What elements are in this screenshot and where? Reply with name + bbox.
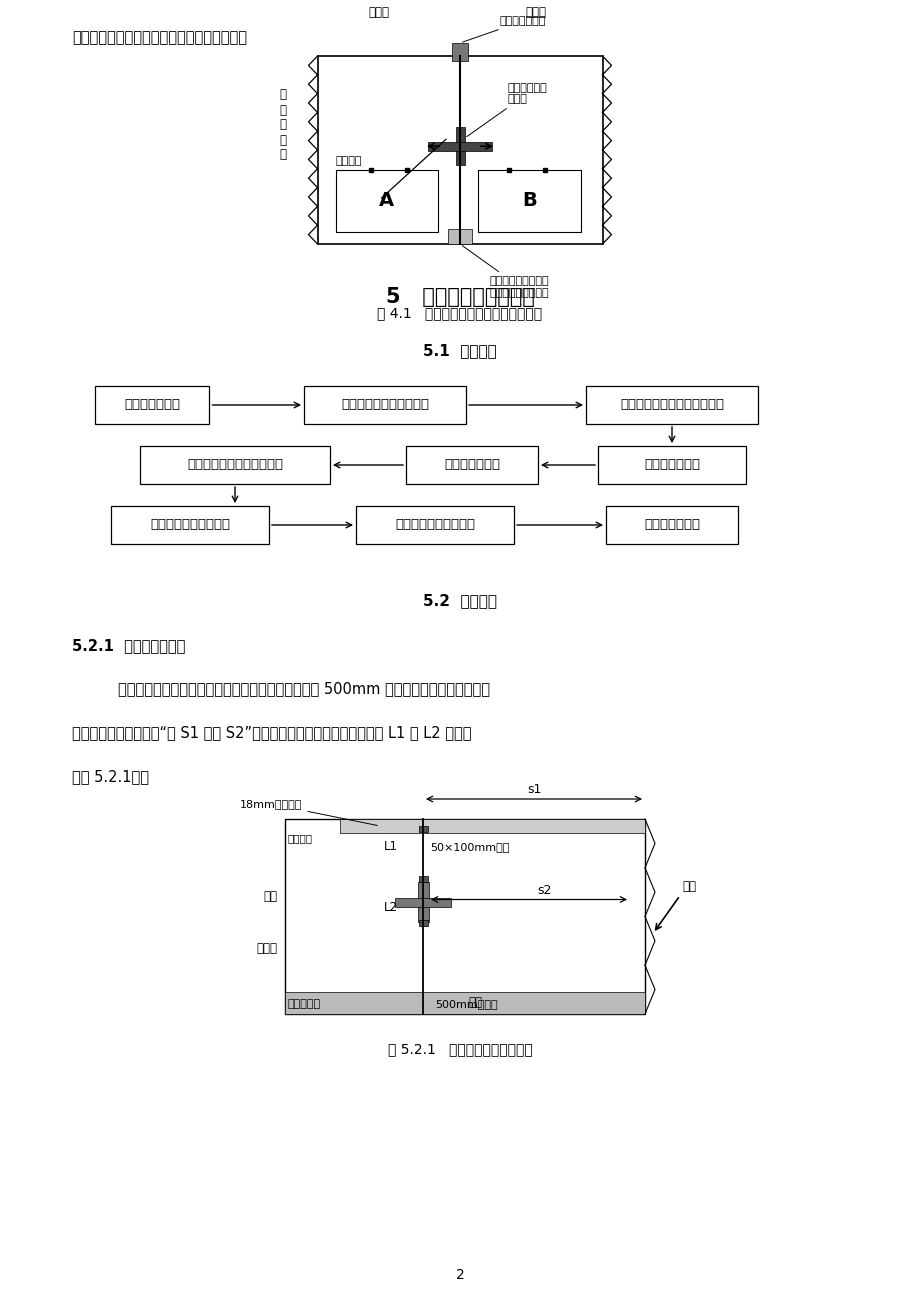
Text: 鈢边氯丁橡胶止水带安装连接: 鈢边氯丁橡胶止水带安装连接 <box>619 398 723 411</box>
Text: 图 5.2.1   底板变形缝控制大样图: 图 5.2.1 底板变形缝控制大样图 <box>387 1042 532 1056</box>
Text: 先施工: 先施工 <box>368 7 389 20</box>
Text: s2: s2 <box>536 884 550 897</box>
Bar <box>285 819 644 1014</box>
Text: 拆除变形缝模板: 拆除变形缝模板 <box>444 458 499 471</box>
Bar <box>606 506 737 544</box>
Text: 2: 2 <box>455 1268 464 1282</box>
Text: 定位鈢筋: 定位鈢筋 <box>287 833 312 842</box>
Text: 聚苯乙烯硬质泡沫板
结构变形缝或引发缝: 聚苯乙烯硬质泡沫板 结构变形缝或引发缝 <box>461 246 549 298</box>
Text: 50×100mm方木: 50×100mm方木 <box>429 842 509 852</box>
Bar <box>451 43 468 61</box>
Text: 双组聚硫密封膏: 双组聚硫密封膏 <box>462 16 546 42</box>
Text: 垫层: 垫层 <box>468 996 482 1009</box>
Text: 变形缝修缝及封膏嵌缝: 变形缝修缝及封膏嵌缝 <box>394 518 474 531</box>
Text: 线锤: 线锤 <box>681 880 696 893</box>
Bar <box>317 56 602 243</box>
Text: A: A <box>379 191 394 211</box>
Text: 5.2.1  设计缝定位弹线: 5.2.1 设计缝定位弹线 <box>72 638 185 654</box>
Bar <box>478 171 580 232</box>
Bar <box>140 447 330 484</box>
Text: 变形缝施工结束: 变形缝施工结束 <box>643 518 699 531</box>
Text: （图 5.2.1）。: （图 5.2.1）。 <box>72 769 149 784</box>
Text: 5.1  工艺流程: 5.1 工艺流程 <box>423 342 496 358</box>
Text: 固定用鈢筋: 固定用鈢筋 <box>287 999 320 1009</box>
Text: 强抗变形能力，从而提高变形后的防水能力。: 强抗变形能力，从而提高变形后的防水能力。 <box>72 30 246 46</box>
Bar <box>111 506 268 544</box>
Text: 18mm厚胶合板: 18mm厚胶合板 <box>240 799 377 825</box>
Bar <box>418 876 427 881</box>
Bar <box>427 142 492 151</box>
Text: 设计缝定位弹线: 设计缝定位弹线 <box>124 398 180 411</box>
Bar <box>455 128 464 165</box>
Text: 止水带: 止水带 <box>255 943 277 956</box>
Text: s1: s1 <box>527 783 540 796</box>
Bar <box>418 921 427 926</box>
Bar <box>340 819 644 833</box>
Bar <box>417 881 428 922</box>
Bar <box>448 229 471 243</box>
Text: 500mm控制线: 500mm控制线 <box>435 999 497 1009</box>
Text: 先在底板垫层上弹出每条变形缝中心线位置，并外移 500mm 作为施工控制线。施工中采: 先在底板垫层上弹出每条变形缝中心线位置，并外移 500mm 作为施工控制线。施工… <box>118 681 490 697</box>
Text: 粘贴变形缝聚苯乙烯泡沫板: 粘贴变形缝聚苯乙烯泡沫板 <box>187 458 283 471</box>
Text: 浇筑半幅混凝土: 浇筑半幅混凝土 <box>643 458 699 471</box>
Bar <box>597 447 745 484</box>
Text: 定位鈢筋: 定位鈢筋 <box>335 156 361 165</box>
Bar <box>405 447 538 484</box>
Text: 5   工艺流程及操作要点: 5 工艺流程及操作要点 <box>385 286 534 307</box>
Text: L1: L1 <box>383 841 398 854</box>
Text: 后施工: 后施工 <box>525 7 546 20</box>
Text: 用铅锤线来控制止水带“上 S1 和下 S2”两个距离，及相对止水带边的宽度 L1 与 L2 是相等: 用铅锤线来控制止水带“上 S1 和下 S2”两个距离，及相对止水带边的宽度 L1… <box>72 725 471 740</box>
Bar <box>585 385 757 424</box>
Bar <box>95 385 210 424</box>
Text: 图 4.1   鈢边氯丁橡胶止水带设置大样图: 图 4.1 鈢边氯丁橡胶止水带设置大样图 <box>377 306 542 320</box>
Bar <box>303 385 466 424</box>
Bar <box>418 825 427 832</box>
Bar <box>335 171 437 232</box>
Text: 鈢边氯丁橡胶
止水带: 鈢边氯丁橡胶 止水带 <box>466 82 547 137</box>
Text: 5.2  操作要点: 5.2 操作要点 <box>423 592 496 608</box>
Text: 浇筑另半幅区块混凝土: 浇筑另半幅区块混凝土 <box>150 518 230 531</box>
Bar <box>356 506 514 544</box>
Text: 实
体
混
凝
土: 实 体 混 凝 土 <box>278 89 286 161</box>
Text: 半幅定位鈢筋和模板安装: 半幅定位鈢筋和模板安装 <box>341 398 428 411</box>
Text: L2: L2 <box>383 901 398 914</box>
Text: B: B <box>521 191 536 211</box>
Bar <box>285 992 644 1014</box>
Bar <box>394 897 450 906</box>
Text: 底板: 底板 <box>263 891 277 904</box>
